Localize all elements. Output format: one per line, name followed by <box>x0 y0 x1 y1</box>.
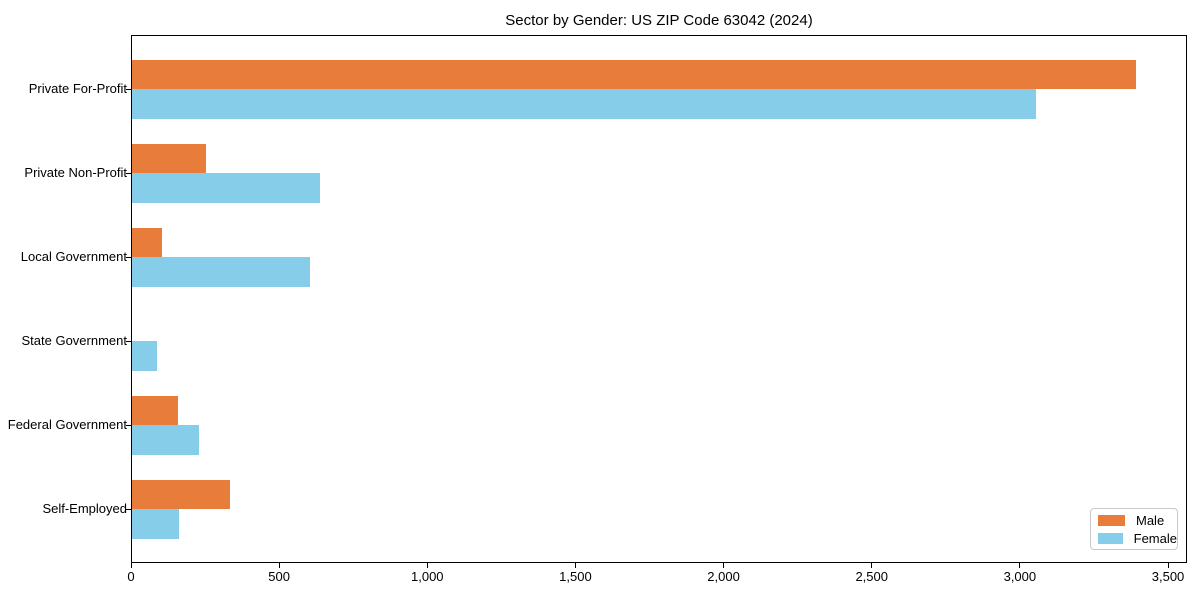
bar-male-4 <box>132 395 178 425</box>
bar-female-2 <box>132 257 310 287</box>
y-tick-5 <box>126 509 131 510</box>
x-tick-6 <box>1019 563 1021 568</box>
legend-item-female: Female <box>1098 531 1177 546</box>
x-tick-label-3: 1,500 <box>559 569 592 584</box>
bar-male-0 <box>132 59 1136 89</box>
x-tick-label-2: 1,000 <box>411 569 444 584</box>
legend-swatch-female <box>1098 532 1123 544</box>
y-tick-label-1: Private Non-Profit <box>24 165 127 180</box>
bar-female-3 <box>132 341 157 371</box>
bar-female-5 <box>132 509 179 539</box>
y-tick-0 <box>126 89 131 90</box>
bar-female-0 <box>132 89 1036 119</box>
x-tick-label-7: 3,500 <box>1151 569 1185 584</box>
x-tick-label-6: 3,000 <box>1003 569 1037 584</box>
x-tick-7 <box>1167 563 1169 568</box>
plot-area <box>131 35 1187 563</box>
x-tick-label-1: 500 <box>268 569 290 584</box>
legend-label-male: Male <box>1136 512 1165 528</box>
bar-male-5 <box>132 479 230 509</box>
bar-female-1 <box>132 173 320 203</box>
y-tick-2 <box>126 257 131 258</box>
x-tick-1 <box>278 563 280 568</box>
x-tick-4 <box>723 563 725 568</box>
bar-male-1 <box>132 143 206 173</box>
x-tick-2 <box>426 563 428 568</box>
legend-label-female: Female <box>1133 530 1177 546</box>
legend-item-male: Male <box>1098 513 1177 528</box>
x-tick-label-0: 0 <box>127 569 135 584</box>
y-tick-label-0: Private For-Profit <box>28 81 127 96</box>
legend-swatch-male <box>1098 514 1125 526</box>
legend: Male Female <box>1090 508 1178 550</box>
x-tick-3 <box>574 563 576 568</box>
chart-title: Sector by Gender: US ZIP Code 63042 (202… <box>505 12 813 29</box>
y-tick-label-5: Self-Employed <box>42 501 127 516</box>
x-tick-label-4: 2,000 <box>707 569 740 584</box>
y-tick-label-2: Local Government <box>20 249 127 264</box>
bar-male-2 <box>132 227 162 257</box>
y-tick-3 <box>126 341 131 342</box>
y-tick-4 <box>126 425 131 426</box>
y-tick-1 <box>126 173 131 174</box>
x-tick-5 <box>871 563 873 568</box>
y-tick-label-4: Federal Government <box>7 417 127 432</box>
x-tick-label-5: 2,500 <box>855 569 888 584</box>
y-tick-label-3: State Government <box>21 333 128 348</box>
x-tick-0 <box>130 563 132 568</box>
bar-female-4 <box>132 425 199 455</box>
